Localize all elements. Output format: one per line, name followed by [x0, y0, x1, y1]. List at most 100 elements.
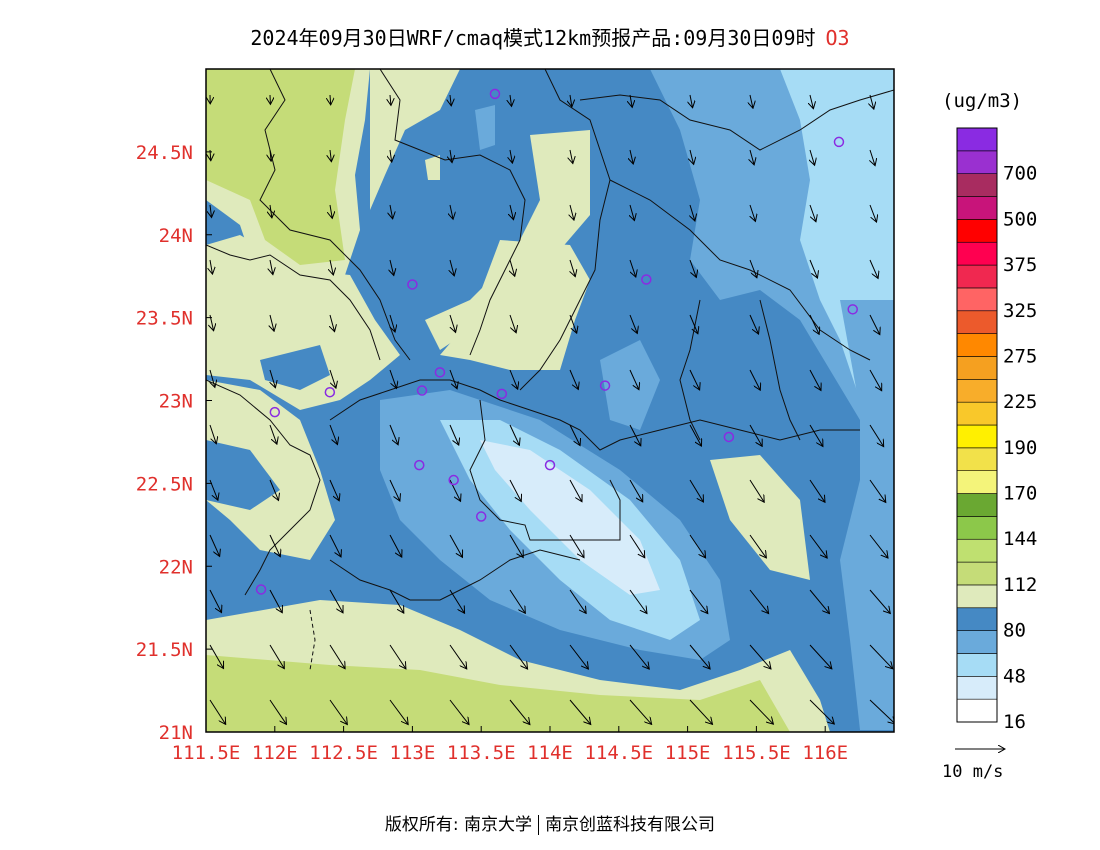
wind-arrow	[569, 424, 580, 446]
wind-arrow	[689, 314, 698, 334]
wind-arrow	[690, 149, 694, 164]
wind-arrow	[689, 424, 701, 446]
wind-arrow	[329, 699, 347, 725]
legend-label: 500	[1003, 208, 1037, 230]
wind-arrow	[449, 644, 467, 669]
x-tick-label: 115.5E	[722, 742, 791, 764]
wind-arrow	[449, 589, 465, 613]
station-marker	[255, 584, 267, 595]
wind-arrow	[809, 259, 817, 278]
wind-arrow	[329, 644, 345, 669]
wind-arrow	[689, 699, 713, 724]
station-marker	[414, 459, 425, 471]
y-axis-labels: 21N 21.5N 22N 22.5N 23N 23.5N 24N 24.5N	[136, 142, 193, 744]
footer-copyright: 版权所有: 南京大学 南京创蓝科技有限公司	[0, 810, 1100, 835]
field-zone-north-speck	[425, 155, 440, 180]
wind-arrow	[689, 259, 696, 277]
copyright-divider	[538, 815, 540, 835]
wind-arrow	[389, 369, 397, 388]
legend-swatch	[956, 127, 998, 152]
wind-arrow	[269, 424, 277, 444]
legend-label: 375	[1003, 254, 1037, 276]
copyright-left: 版权所有: 南京大学	[384, 815, 533, 835]
x-tick-label: 114.5E	[584, 742, 653, 764]
copyright-right: 南京创蓝科技有限公司	[545, 815, 716, 835]
legend-label: 80	[1003, 620, 1026, 642]
wind-arrow	[269, 699, 287, 724]
station-marker	[324, 386, 336, 398]
wind-arrow	[510, 204, 514, 220]
wind-arrow	[389, 534, 402, 557]
x-tick-label: 115E	[665, 742, 711, 764]
wind-arrow	[629, 314, 637, 333]
wind-arrow	[209, 424, 216, 444]
wind-arrow	[330, 204, 332, 218]
field-zone-south-green	[206, 655, 790, 732]
legend-swatch	[956, 676, 998, 700]
wind-arrow	[450, 259, 454, 276]
wind-arrow	[330, 149, 331, 162]
wind-arrow	[629, 424, 641, 446]
wind-arrow	[869, 479, 886, 502]
wind-arrow	[329, 534, 341, 557]
wind-arrow	[689, 534, 706, 558]
legend-swatch	[956, 310, 998, 334]
wind-arrow	[869, 589, 890, 614]
wind-arrow	[209, 589, 222, 613]
wind-arrow	[210, 204, 212, 217]
wind-arrow	[629, 699, 652, 724]
wind-arrow	[809, 204, 816, 222]
wind-arrow	[749, 314, 759, 334]
wind-arrow	[270, 149, 271, 161]
wind-arrow	[390, 259, 394, 275]
field-zone-central-north	[425, 130, 590, 350]
wind-arrow	[209, 534, 220, 556]
wind-arrow	[329, 479, 339, 501]
station-marker	[489, 88, 501, 100]
wind-arrow	[809, 589, 829, 614]
wind-arrow	[749, 699, 773, 724]
wind-arrow	[809, 644, 832, 669]
wind-arrow	[510, 149, 512, 163]
field-zone-plume-core	[480, 440, 660, 595]
wind-arrow	[809, 699, 834, 724]
boundary-line-5	[609, 179, 871, 361]
field-zone-east-edge	[840, 300, 894, 730]
wind-arrow	[749, 424, 762, 446]
legend-swatch	[956, 493, 998, 517]
wind-arrow	[390, 94, 391, 105]
boundaries	[206, 69, 894, 671]
wind-arrow	[270, 204, 272, 218]
wind-arrow	[330, 259, 333, 275]
x-tick-label: 111.5E	[172, 742, 241, 764]
boundary-line-3	[519, 69, 611, 391]
y-tick-label: 23.5N	[136, 308, 193, 330]
wind-arrow	[689, 644, 710, 669]
wind-arrow	[449, 534, 463, 557]
wind-arrow	[749, 534, 766, 558]
wind-arrow	[870, 149, 875, 166]
wind-arrow	[749, 479, 764, 502]
station-marker	[833, 136, 845, 148]
legend-labels: 16 48 80 112 144 170 190 225 275 325 375 500 700	[1003, 163, 1037, 733]
wind-arrow	[510, 94, 512, 106]
boundary-line-6	[206, 244, 381, 361]
wind-arrow	[270, 259, 273, 275]
wind-arrow	[269, 534, 280, 557]
boundary-line-7	[206, 379, 321, 596]
x-tick-label: 112E	[252, 742, 298, 764]
boundary-line-11	[759, 299, 801, 441]
wind-arrow	[869, 314, 880, 335]
station-marker	[599, 380, 611, 391]
x-tick-label: 113E	[390, 742, 436, 764]
wind-arrow	[869, 259, 878, 278]
boundary-line-9	[469, 399, 621, 541]
wind-arrow	[869, 424, 884, 447]
wind-arrow	[269, 644, 284, 669]
y-tick-label: 22N	[159, 556, 193, 578]
wind-arrow	[630, 204, 634, 221]
wind-arrow	[509, 644, 528, 669]
wind-arrow	[750, 94, 753, 108]
boundary-line-2	[379, 69, 526, 356]
